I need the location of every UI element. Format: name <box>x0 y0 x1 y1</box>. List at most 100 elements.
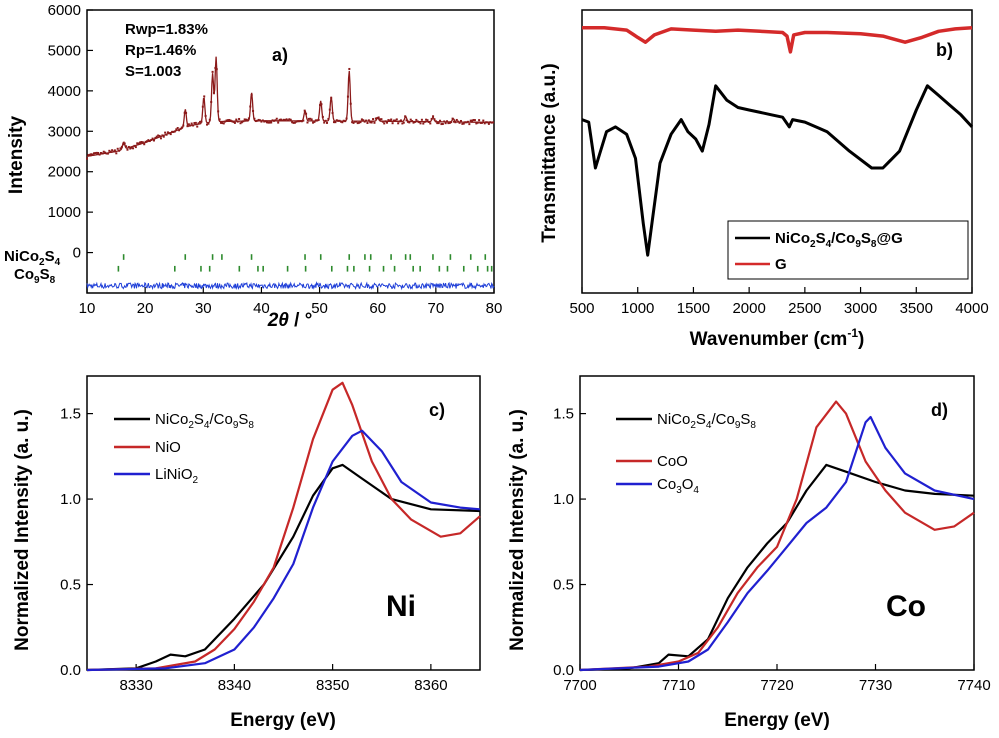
observed-point <box>391 122 394 125</box>
panel-a-y-ticks: 0 1000 2000 3000 4000 5000 6000 <box>48 2 93 262</box>
lb0-c: S <box>861 230 871 247</box>
y-tick-label: 1.5 <box>553 406 574 423</box>
panel-d-legend: NiCo2S4/Co9S8 CoO Co3O4 <box>616 411 756 496</box>
observed-point <box>326 121 329 124</box>
x-tick-label: 80 <box>486 300 503 317</box>
ld2-s2: 4 <box>693 485 699 496</box>
panel-c-label: c) <box>429 400 445 420</box>
panel-d-data <box>579 400 975 672</box>
observed-point <box>380 118 383 121</box>
observed-point <box>221 122 224 125</box>
phase-co9s8-main: Co <box>14 266 34 283</box>
observed-point <box>293 121 296 124</box>
observed-point <box>162 135 165 138</box>
observed-point <box>309 117 312 120</box>
panel-a-stat-rwp: Rwp=1.83% <box>125 21 208 38</box>
legend-d-label-composite: NiCo2S4/Co9S8 <box>657 411 756 431</box>
lb0-s4: 8 <box>871 239 877 250</box>
panel-b-legend: NiCo2S4/Co9S8@G G <box>727 220 969 280</box>
observed-point <box>362 119 365 122</box>
observed-point <box>394 119 397 122</box>
observed-point <box>307 117 310 120</box>
observed-point <box>461 122 464 125</box>
observed-point <box>288 118 291 121</box>
observed-point <box>147 139 150 142</box>
observed-point <box>268 121 271 124</box>
phase-co9s8-sub2: 8 <box>50 275 56 286</box>
observed-point <box>238 117 241 120</box>
observed-point <box>395 118 398 121</box>
panel-b-x-ticks: 500 1000 1500 2000 2500 3000 3500 4000 <box>569 287 989 317</box>
observed-point <box>447 122 450 125</box>
observed-point <box>377 116 380 119</box>
observed-point <box>302 119 305 122</box>
ld0-s2: 4 <box>706 420 712 431</box>
observed-point <box>164 131 167 134</box>
phase-nico2s4-main: NiCo <box>4 248 39 265</box>
x-tick-label: 4000 <box>955 300 988 317</box>
observed-point <box>222 122 225 125</box>
observed-point <box>207 122 210 125</box>
observed-point <box>440 123 443 126</box>
y-tick-label: 0 <box>73 245 81 262</box>
observed-point <box>102 150 105 153</box>
panel-a-x-axis-label: 2θ / ° <box>267 310 313 331</box>
observed-point <box>482 119 485 122</box>
ld0-c: S <box>740 411 750 428</box>
legend-b-label-g: G <box>775 256 787 273</box>
panel-d-y-ticks: 0.0 0.5 1.0 1.5 <box>553 406 586 679</box>
series-line <box>86 429 481 672</box>
panel-b-x-label-main: Wavenumber (cm <box>690 329 848 350</box>
observed-point <box>219 121 222 124</box>
y-tick-label: 6000 <box>48 2 81 19</box>
lb0-s3: 9 <box>855 239 861 250</box>
lc2-main: LiNiO <box>155 466 193 483</box>
observed-point <box>429 122 432 125</box>
observed-point <box>190 122 193 125</box>
panel-d-element-label: Co <box>886 590 926 623</box>
observed-point <box>452 120 455 123</box>
series-line <box>579 463 975 672</box>
observed-point <box>218 118 221 121</box>
panel-a-x-label-unit: / ° <box>289 310 312 331</box>
observed-point <box>420 118 423 121</box>
observed-point <box>392 119 395 122</box>
observed-point <box>334 121 337 124</box>
observed-point <box>323 121 326 124</box>
observed-point <box>158 134 161 137</box>
y-tick-label: 1.5 <box>60 406 81 423</box>
observed-point <box>155 135 158 138</box>
observed-point <box>97 151 100 154</box>
observed-point <box>401 122 404 125</box>
observed-point <box>157 134 160 137</box>
observed-point <box>366 121 369 124</box>
observed-point <box>436 122 439 125</box>
panel-b-plot-frame <box>581 9 973 294</box>
observed-point <box>199 120 202 123</box>
x-tick-label: 1000 <box>621 300 654 317</box>
observed-point <box>196 125 199 128</box>
observed-point <box>335 119 338 122</box>
observed-point <box>483 122 486 125</box>
lc2-s1: 2 <box>193 475 199 486</box>
observed-point <box>233 121 236 124</box>
observed-point <box>369 121 372 124</box>
observed-point <box>310 118 313 121</box>
lb0-s2: 4 <box>826 239 832 250</box>
observed-point <box>459 119 462 122</box>
observed-point <box>87 154 90 157</box>
observed-point <box>267 121 270 124</box>
observed-point <box>360 118 363 121</box>
panel-c-x-ticks: 8330 8340 8350 8360 <box>119 664 448 694</box>
ld2-s1: 3 <box>676 485 682 496</box>
observed-point <box>279 118 282 121</box>
observed-point <box>180 126 183 129</box>
panel-a-x-ticks: 10 20 30 40 50 60 70 80 <box>79 287 503 317</box>
panel-c-ni-xanes: 8330 8340 8350 8360 0.0 0.5 1.0 1.5 c) Ni Norm… <box>12 375 481 731</box>
observed-point <box>132 147 135 150</box>
observed-point <box>266 121 269 124</box>
y-tick-label: 1.0 <box>553 491 574 508</box>
y-tick-label: 1000 <box>48 204 81 221</box>
observed-point <box>106 152 109 155</box>
